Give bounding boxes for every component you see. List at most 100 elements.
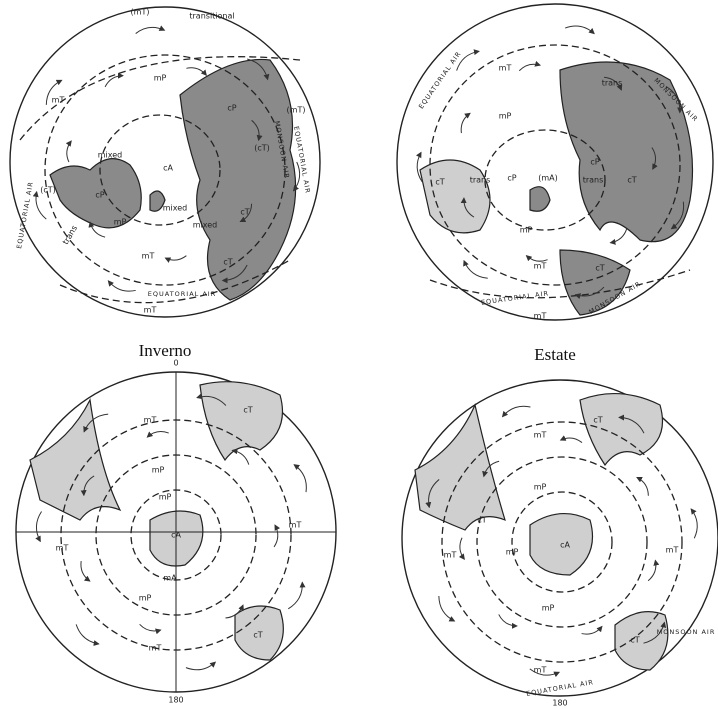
- map-drawings: [9, 3, 718, 697]
- label: mT: [52, 96, 65, 105]
- wind-arrow: [239, 203, 253, 223]
- label: mixed: [98, 151, 123, 160]
- wind-arrow: [65, 140, 72, 163]
- wind-arrow: [456, 49, 480, 71]
- label: 180: [168, 696, 183, 705]
- wind-arrow: [460, 197, 475, 218]
- wind-arrow: [643, 621, 667, 644]
- label: cA: [163, 164, 173, 173]
- label: mP: [499, 112, 512, 121]
- front: [130, 489, 222, 581]
- label: cT: [223, 258, 232, 267]
- label: trans: [470, 176, 491, 185]
- wind-arrow: [618, 414, 645, 434]
- label: (mT): [287, 106, 306, 115]
- land: [414, 403, 506, 531]
- label: cP: [95, 191, 104, 200]
- wind-arrow: [225, 604, 244, 619]
- front: [484, 129, 606, 231]
- label: mixed: [193, 221, 218, 230]
- wind-arrow: [636, 476, 649, 496]
- wind-arrow: [292, 161, 301, 192]
- label: mT: [534, 312, 547, 321]
- wind-arrow: [498, 614, 518, 629]
- land: [179, 58, 297, 301]
- wind-arrow: [603, 76, 623, 91]
- label: MONSOON AIR: [657, 628, 716, 636]
- front: [95, 454, 257, 616]
- label: cT: [253, 631, 262, 640]
- wind-arrow: [647, 559, 660, 582]
- land: [234, 605, 284, 661]
- wind-arrow: [438, 595, 456, 622]
- land: [529, 512, 594, 576]
- label: cP: [590, 158, 599, 167]
- wind-arrow: [88, 221, 106, 238]
- wind-arrow: [186, 67, 207, 77]
- front: [511, 491, 613, 593]
- wind-arrow: [35, 511, 42, 543]
- label: mP: [154, 74, 167, 83]
- wind-arrow: [45, 79, 63, 105]
- label: mP: [114, 218, 127, 227]
- front: [44, 54, 286, 286]
- label: cP: [227, 104, 236, 113]
- label: mT: [666, 546, 679, 555]
- wind-arrow: [609, 228, 628, 245]
- label: transitional: [189, 12, 234, 21]
- wind-arrow: [80, 561, 91, 582]
- wind-arrow: [460, 112, 471, 134]
- front: [429, 44, 681, 286]
- wind-arrow: [32, 190, 47, 220]
- wind-arrow: [425, 479, 440, 509]
- front: [429, 269, 691, 299]
- wind-arrow: [529, 668, 560, 678]
- label: cT: [595, 264, 604, 273]
- wind-arrow: [75, 624, 100, 647]
- label: mT: [144, 306, 157, 315]
- label: mixed: [163, 204, 188, 213]
- label: (mT): [131, 8, 150, 17]
- label: mT: [534, 666, 547, 675]
- land: [614, 611, 669, 671]
- label: mT: [142, 252, 155, 261]
- label: mT: [499, 64, 512, 73]
- land: [529, 186, 551, 212]
- arrows: [32, 25, 698, 678]
- label: mT: [444, 551, 457, 560]
- label: (mA): [538, 174, 558, 183]
- wind-arrow: [463, 259, 488, 279]
- label: mT: [534, 431, 547, 440]
- wind-arrow: [83, 413, 109, 433]
- label: 180: [552, 699, 567, 708]
- label: mT: [144, 416, 157, 425]
- front: [476, 456, 648, 628]
- wind-arrow: [251, 119, 263, 142]
- front: [19, 56, 301, 141]
- wind-arrow: [482, 460, 500, 478]
- wind-arrow: [139, 623, 162, 635]
- label: cA: [560, 541, 570, 550]
- wind-arrow: [501, 405, 531, 418]
- front: [60, 419, 292, 651]
- wind-arrow: [559, 435, 583, 443]
- caption: Inverno: [139, 341, 192, 360]
- wind-arrow: [518, 60, 542, 72]
- wind-arrow: [107, 280, 136, 292]
- label: (cT): [254, 144, 270, 153]
- label: mT: [534, 262, 547, 271]
- label: cT: [593, 416, 602, 425]
- label: cT: [435, 178, 444, 187]
- label: mP: [152, 466, 165, 475]
- land: [149, 190, 166, 212]
- wind-arrow: [416, 151, 423, 183]
- label: cT: [477, 516, 486, 525]
- wind-arrow: [574, 286, 605, 299]
- label: mT: [56, 544, 69, 553]
- wind-arrow: [135, 25, 166, 34]
- label: mP: [159, 493, 172, 502]
- wind-arrow: [293, 464, 307, 493]
- wind-arrow: [665, 86, 684, 114]
- label: cT: [240, 208, 249, 217]
